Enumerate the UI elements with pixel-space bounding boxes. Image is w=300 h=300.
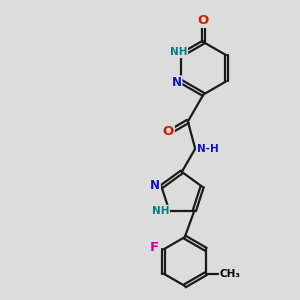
Text: NH: NH [170,47,187,57]
Text: O: O [163,124,174,138]
Text: NH: NH [152,206,169,216]
Text: N: N [150,179,160,192]
Text: F: F [150,241,159,254]
Text: N: N [171,76,182,89]
Text: N-H: N-H [197,144,219,154]
Text: CH₃: CH₃ [220,269,241,279]
Text: O: O [198,14,209,27]
